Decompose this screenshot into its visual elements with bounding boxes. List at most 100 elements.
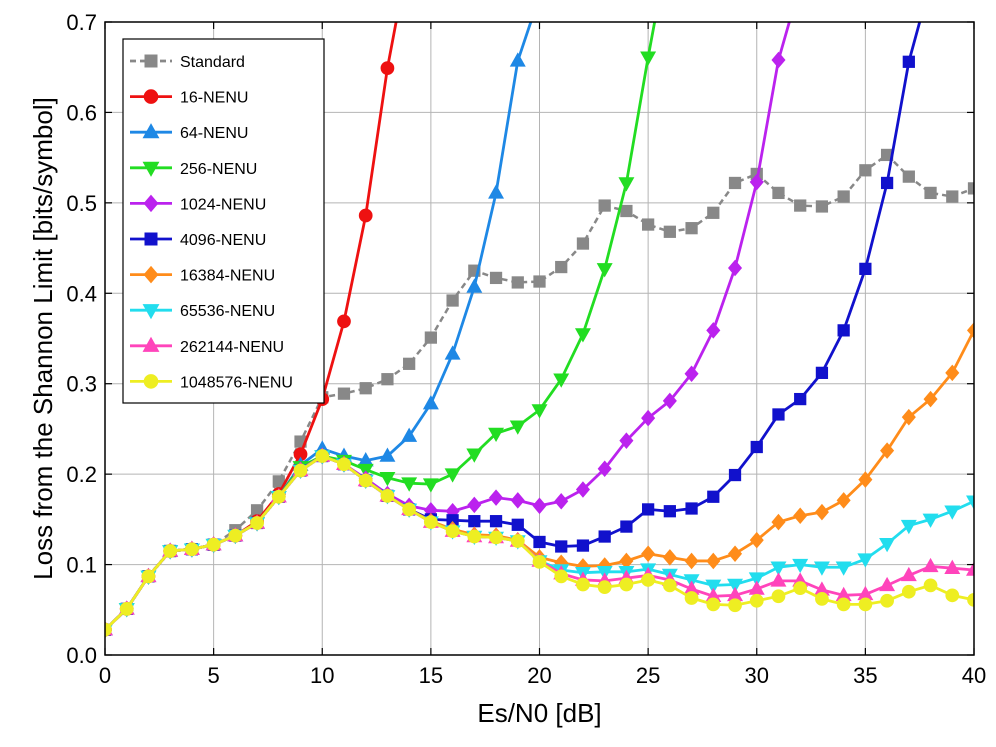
data-point-4096-nenu	[576, 539, 590, 552]
data-point-1048576-nenu	[141, 569, 156, 584]
data-point-standard	[359, 382, 372, 395]
data-point-1024-nenu	[706, 322, 721, 339]
data-point-256-nenu	[618, 177, 635, 192]
data-point-standard	[663, 225, 676, 238]
data-point-1048576-nenu	[380, 488, 395, 503]
x-tick-label: 40	[962, 663, 986, 688]
data-point-16384-nenu	[706, 552, 721, 570]
legend-marker-256-nenu	[142, 161, 160, 177]
legend-label-65536-nenu: 65536-NENU	[180, 303, 275, 320]
data-point-262144-nenu	[944, 559, 961, 574]
x-tick-label: 15	[419, 663, 443, 688]
data-point-65536-nenu	[727, 578, 744, 593]
data-point-16384-nenu	[684, 552, 699, 570]
data-point-1048576-nenu	[532, 554, 547, 569]
legend-label-256-nenu: 256-NENU	[180, 161, 257, 178]
data-point-1048576-nenu	[684, 591, 699, 605]
data-point-1048576-nenu	[967, 592, 974, 607]
x-axis-label: Es/N0 [dB]	[477, 698, 601, 728]
data-point-256-nenu	[488, 427, 505, 442]
data-point-64-nenu	[466, 278, 483, 293]
x-tick-label: 10	[310, 663, 334, 688]
legend-marker-65536-nenu	[142, 304, 160, 320]
series-line-standard	[105, 153, 974, 631]
data-point-256-nenu	[422, 478, 439, 493]
legend-marker-262144-nenu	[142, 336, 160, 352]
data-point-4096-nenu	[598, 530, 611, 543]
data-point-4096-nenu	[663, 505, 676, 518]
data-point-standard	[468, 264, 481, 277]
data-point-standard	[967, 182, 974, 195]
legend: Standard 16-NENU 64-NENU 256-NENU 1024-NENU 4…	[122, 38, 325, 404]
data-point-1048576-nenu	[901, 584, 916, 599]
data-point-4096-nenu	[511, 518, 524, 531]
data-point-1048576-nenu	[706, 597, 721, 612]
data-point-1024-nenu	[575, 481, 590, 498]
data-point-4096-nenu	[772, 408, 785, 421]
data-point-1024-nenu	[597, 460, 612, 477]
legend-marker-standard	[144, 54, 158, 68]
data-point-1048576-nenu	[445, 524, 460, 538]
data-point-1048576-nenu	[597, 580, 612, 595]
data-point-16384-nenu	[966, 322, 974, 339]
data-point-1024-nenu	[641, 409, 656, 427]
data-point-1048576-nenu	[510, 534, 525, 548]
data-point-262144-nenu	[900, 566, 917, 582]
data-point-1048576-nenu	[576, 577, 590, 592]
data-point-standard	[424, 331, 437, 344]
data-point-65536-nenu	[835, 561, 852, 576]
data-point-16384-nenu	[793, 507, 808, 525]
data-point-standard	[489, 271, 503, 285]
legend-label-standard: Standard	[180, 54, 245, 71]
data-point-standard	[576, 237, 590, 250]
data-point-65536-nenu	[705, 579, 722, 594]
data-point-4096-nenu	[859, 262, 872, 275]
data-point-65536-nenu	[857, 553, 874, 568]
data-point-1048576-nenu	[728, 598, 742, 613]
data-point-1048576-nenu	[185, 542, 199, 557]
data-point-1048576-nenu	[358, 473, 373, 488]
data-point-standard	[533, 275, 546, 288]
data-point-1048576-nenu	[228, 528, 243, 543]
data-point-1048576-nenu	[554, 569, 569, 584]
data-point-standard	[381, 373, 394, 386]
data-point-16-nenu	[380, 61, 395, 75]
legend-label-1048576-nenu: 1048576-NENU	[180, 374, 293, 391]
data-point-1048576-nenu	[836, 597, 851, 612]
legend-marker-16-nenu	[143, 89, 159, 104]
data-point-1024-nenu	[771, 51, 786, 69]
data-point-4096-nenu	[533, 535, 546, 549]
data-point-standard	[707, 206, 720, 219]
data-point-16-nenu	[337, 314, 351, 329]
legend-marker-1048576-nenu	[143, 374, 159, 389]
data-point-standard	[794, 199, 807, 212]
data-point-256-nenu	[444, 468, 461, 483]
y-tick-label: 0.0	[66, 643, 97, 668]
data-point-standard	[924, 186, 937, 200]
data-point-1048576-nenu	[105, 622, 112, 637]
data-point-16384-nenu	[945, 364, 960, 382]
data-point-standard	[772, 186, 785, 200]
data-point-16-nenu	[358, 208, 373, 223]
data-point-standard	[511, 276, 524, 289]
data-point-16384-nenu	[641, 545, 656, 562]
data-point-1048576-nenu	[293, 463, 308, 478]
data-point-1048576-nenu	[945, 588, 960, 603]
data-point-16384-nenu	[901, 408, 916, 426]
data-point-1024-nenu	[684, 365, 699, 383]
data-point-1048576-nenu	[402, 502, 417, 517]
legend-label-4096-nenu: 4096-NENU	[180, 232, 266, 249]
axis-ticks: 0 5 10 15 20 25 30 35 40 0.0 0.1 0.2 0.3 0.4 0.5 0.6 0.7	[66, 10, 986, 688]
data-point-16384-nenu	[858, 471, 873, 488]
data-point-1024-nenu	[619, 432, 634, 449]
data-point-1048576-nenu	[250, 516, 264, 530]
data-point-4096-nenu	[794, 392, 807, 406]
data-point-16384-nenu	[880, 442, 895, 459]
series-1048576-nenu	[105, 449, 974, 637]
legend-label-16384-nenu: 16384-NENU	[180, 268, 275, 285]
data-point-16384-nenu	[814, 503, 829, 521]
legend-marker-64-nenu	[142, 123, 160, 139]
data-point-16384-nenu	[749, 531, 764, 549]
data-point-65536-nenu	[922, 513, 939, 528]
